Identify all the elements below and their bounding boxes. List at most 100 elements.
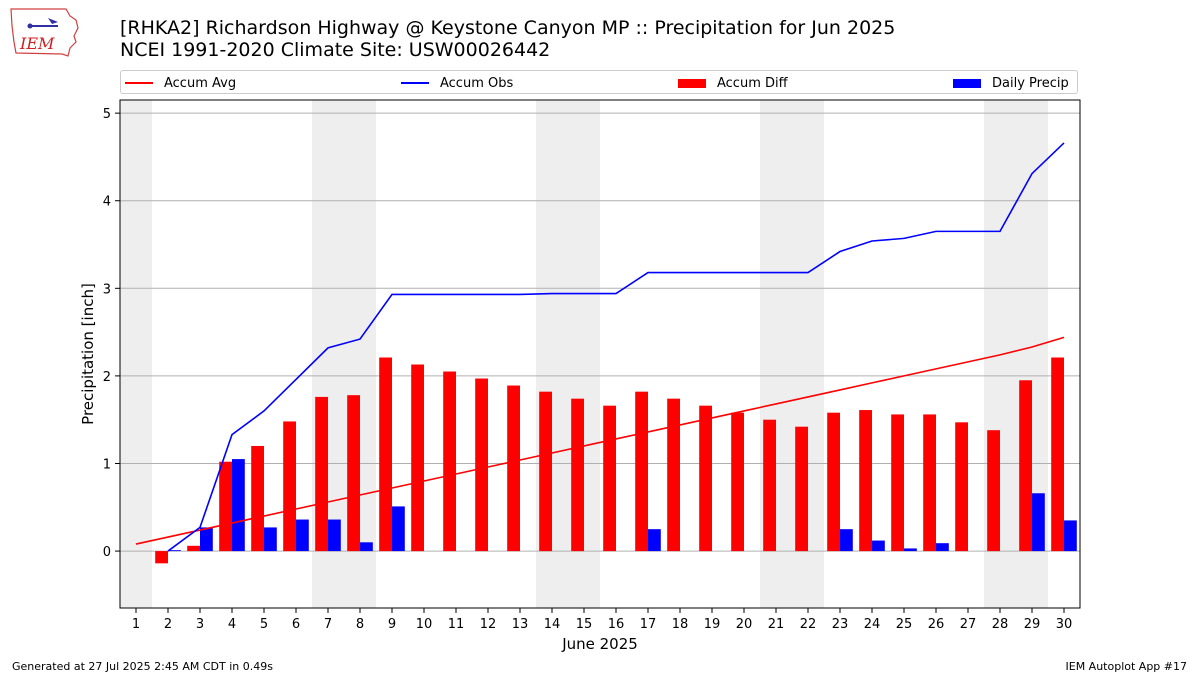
bar-daily-precip-7 <box>328 519 341 552</box>
bar-daily-precip-30 <box>1064 520 1077 552</box>
xtick-label-24: 24 <box>864 617 881 632</box>
bar-daily-precip-8 <box>360 542 373 552</box>
xtick-label-16: 16 <box>608 617 625 632</box>
footer-generated-text: Generated at 27 Jul 2025 2:45 AM CDT in … <box>12 660 273 673</box>
bar-daily-precip-5 <box>264 527 277 552</box>
xtick-label-6: 6 <box>292 617 300 632</box>
x-axis-label: June 2025 <box>561 635 638 653</box>
bar-daily-precip-4 <box>232 459 245 552</box>
legend-item-accum-diff: Accum Diff <box>678 74 788 92</box>
bar-accum-diff-12 <box>475 378 488 552</box>
bar-accum-diff-24 <box>859 410 872 552</box>
legend-item-accum-obs: Accum Obs <box>401 74 513 92</box>
xtick-label-5: 5 <box>260 617 268 632</box>
xtick-label-29: 29 <box>1024 617 1041 632</box>
bar-daily-precip-26 <box>936 543 949 552</box>
xtick-label-12: 12 <box>480 617 497 632</box>
xtick-label-3: 3 <box>196 617 204 632</box>
bar-accum-diff-25 <box>891 414 904 552</box>
bar-accum-diff-26 <box>923 414 936 552</box>
xtick-label-21: 21 <box>768 617 785 632</box>
ytick-label-1: 1 <box>103 457 111 472</box>
y-axis-label: Precipitation [inch] <box>79 283 97 425</box>
ytick-label-4: 4 <box>103 195 111 210</box>
bar-accum-diff-7 <box>315 396 328 552</box>
xtick-label-1: 1 <box>132 617 140 632</box>
logo-dot-shape <box>27 23 33 29</box>
xtick-label-8: 8 <box>356 617 364 632</box>
bar-accum-diff-20 <box>731 412 744 552</box>
bar-accum-diff-17 <box>635 391 648 552</box>
bar-accum-diff-21 <box>763 419 776 552</box>
legend-swatch-accum-avg <box>125 82 153 84</box>
xtick-label-20: 20 <box>736 617 753 632</box>
bar-daily-precip-24 <box>872 540 885 552</box>
bar-daily-precip-6 <box>296 519 309 552</box>
chart-title-line1: [RHKA2] Richardson Highway @ Keystone Ca… <box>120 17 896 39</box>
legend-label-daily-precip: Daily Precip <box>992 75 1069 91</box>
ytick-label-2: 2 <box>103 370 111 385</box>
xtick-label-22: 22 <box>800 617 817 632</box>
bar-accum-diff-22 <box>795 426 808 552</box>
xtick-label-17: 17 <box>640 617 657 632</box>
logo-text: IEM <box>19 34 55 53</box>
legend-swatch-accum-obs <box>401 82 429 84</box>
bar-accum-diff-6 <box>283 421 296 552</box>
legend-label-accum-avg: Accum Avg <box>164 75 237 91</box>
bar-accum-diff-8 <box>347 395 360 552</box>
bar-accum-diff-18 <box>667 398 680 552</box>
xtick-label-9: 9 <box>388 617 396 632</box>
bar-accum-diff-23 <box>827 412 840 552</box>
bar-accum-diff-16 <box>603 405 616 552</box>
xtick-label-4: 4 <box>228 617 236 632</box>
line-accum-avg <box>135 336 1065 545</box>
xtick-label-26: 26 <box>928 617 945 632</box>
legend-item-accum-avg: Accum Avg <box>125 74 236 92</box>
bar-accum-diff-4 <box>219 461 232 552</box>
bar-accum-diff-2 <box>155 551 168 564</box>
legend-swatch-daily-precip <box>953 78 981 88</box>
bar-accum-diff-10 <box>411 364 424 552</box>
bar-accum-diff-29 <box>1019 380 1032 552</box>
chart-title-line2: NCEI 1991-2020 Climate Site: USW00026442 <box>120 39 551 61</box>
bar-daily-precip-23 <box>840 529 853 552</box>
bar-daily-precip-3 <box>200 527 213 552</box>
xtick-label-30: 30 <box>1056 617 1073 632</box>
ytick-label-5: 5 <box>103 107 111 122</box>
weekend-shade-0 <box>120 100 152 608</box>
legend-label-accum-obs: Accum Obs <box>440 75 514 91</box>
bar-accum-diff-15 <box>571 398 584 552</box>
xtick-label-28: 28 <box>992 617 1009 632</box>
legend-swatch-accum-diff <box>678 78 706 88</box>
bar-daily-precip-2 <box>168 550 181 552</box>
xtick-label-13: 13 <box>512 617 529 632</box>
plot-frame <box>119 99 1081 609</box>
footer-app-text: IEM Autoplot App #17 <box>1065 660 1188 673</box>
xtick-label-10: 10 <box>416 617 433 632</box>
xtick-label-19: 19 <box>704 617 721 632</box>
bar-accum-diff-11 <box>443 371 456 552</box>
xtick-label-23: 23 <box>832 617 849 632</box>
bar-accum-diff-5 <box>251 445 264 552</box>
xtick-label-2: 2 <box>164 617 172 632</box>
xtick-label-25: 25 <box>896 617 913 632</box>
legend-item-daily-precip: Daily Precip <box>953 74 1069 92</box>
xtick-label-7: 7 <box>324 617 332 632</box>
bar-accum-diff-30 <box>1051 357 1064 552</box>
chart-title: [RHKA2] Richardson Highway @ Keystone Ca… <box>120 17 895 61</box>
bar-accum-diff-28 <box>987 430 1000 552</box>
line-accum-obs <box>167 142 1065 552</box>
bar-accum-diff-9 <box>379 357 392 552</box>
bar-accum-diff-3 <box>187 545 200 552</box>
xtick-label-11: 11 <box>448 617 465 632</box>
bar-daily-precip-29 <box>1032 493 1045 552</box>
ytick-label-0: 0 <box>103 545 111 560</box>
xtick-label-15: 15 <box>576 617 593 632</box>
bar-accum-diff-27 <box>955 422 968 552</box>
bar-daily-precip-25 <box>904 548 917 552</box>
bar-accum-diff-13 <box>507 385 520 552</box>
bar-daily-precip-17 <box>648 529 661 552</box>
bar-accum-diff-14 <box>539 391 552 552</box>
iowa-outline-shape <box>10 8 79 57</box>
xtick-label-27: 27 <box>960 617 977 632</box>
